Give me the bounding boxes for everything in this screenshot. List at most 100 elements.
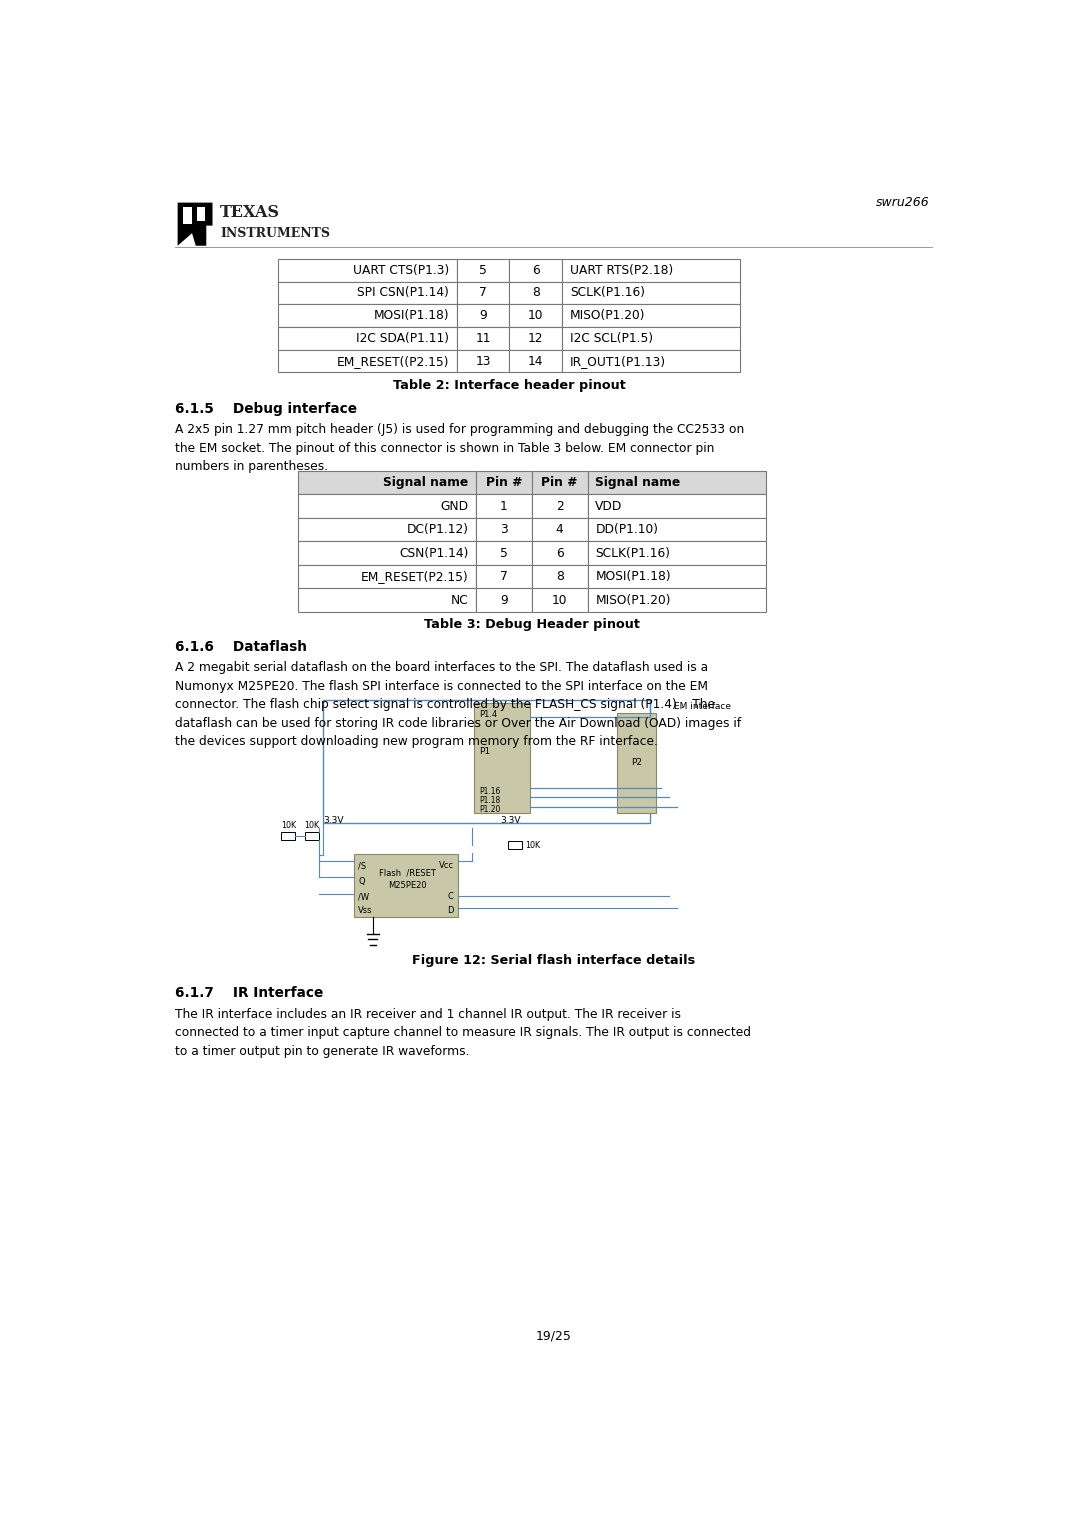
Text: 7: 7 [480,286,487,299]
Text: 9: 9 [500,593,508,607]
Text: IR_OUT1(P1.13): IR_OUT1(P1.13) [570,354,666,368]
Text: SCLK(P1.16): SCLK(P1.16) [570,286,645,299]
Text: Figure 12: Serial flash interface details: Figure 12: Serial flash interface detail… [411,953,696,967]
Text: 4: 4 [556,523,564,536]
Text: 5: 5 [480,264,487,277]
Text: Table 3: Debug Header pinout: Table 3: Debug Header pinout [423,617,639,631]
Bar [531,565,588,588]
Bar [531,495,588,518]
Bar [531,588,588,611]
Text: DD(P1.10): DD(P1.10) [595,523,659,536]
Bar [457,258,510,281]
Text: D: D [447,906,454,915]
Text: 2: 2 [556,500,564,513]
Text: 3.3V: 3.3V [501,816,522,825]
Text: Table 2: Interface header pinout: Table 2: Interface header pinout [393,379,625,391]
Text: 6: 6 [556,547,564,559]
Text: P1.16: P1.16 [480,787,500,796]
Text: /W: /W [359,892,369,902]
Text: A 2 megabit serial dataflash on the board interfaces to the SPI. The dataflash u: A 2 megabit serial dataflash on the boar… [175,662,742,749]
Text: P1: P1 [480,747,490,756]
Text: 6.1.6    Dataflash: 6.1.6 Dataflash [175,640,308,654]
Text: 1: 1 [500,500,508,513]
Bar [531,541,588,565]
Bar [279,258,457,281]
Bar [474,703,530,813]
Bar [510,304,562,327]
Text: MISO(P1.20): MISO(P1.20) [570,309,645,322]
Bar [279,304,457,327]
Text: MISO(P1.20): MISO(P1.20) [595,593,671,607]
Bar [298,471,476,495]
Text: TEXAS: TEXAS [220,205,280,222]
Bar [531,471,588,495]
Text: Q: Q [359,877,365,886]
Text: EM_RESET(P2.15): EM_RESET(P2.15) [361,570,469,584]
Bar [510,350,562,373]
Text: P2: P2 [631,758,642,767]
Text: Signal name: Signal name [383,477,469,489]
Text: Pin #: Pin # [541,477,578,489]
Bar [298,541,476,565]
Text: 19/25: 19/25 [536,1329,571,1343]
Bar [279,327,457,350]
Text: 11: 11 [475,332,490,345]
Text: P1.20: P1.20 [480,805,500,814]
Text: INSTRUMENTS: INSTRUMENTS [220,228,330,240]
Text: 10: 10 [528,309,543,322]
Text: 14: 14 [528,354,543,368]
Text: M25PE20: M25PE20 [388,882,427,891]
Text: SPI CSN(P1.14): SPI CSN(P1.14) [357,286,449,299]
Text: Signal name: Signal name [595,477,680,489]
Text: GND: GND [441,500,469,513]
Bar [588,565,766,588]
Bar [476,518,531,541]
Bar [562,327,740,350]
Text: 8: 8 [531,286,540,299]
Text: A 2x5 pin 1.27 mm pitch header (J5) is used for programming and debugging the CC: A 2x5 pin 1.27 mm pitch header (J5) is u… [175,423,744,474]
Bar [588,518,766,541]
Text: 3: 3 [500,523,508,536]
Bar [323,700,649,824]
Bar [588,495,766,518]
Text: MOSI(P1.18): MOSI(P1.18) [595,570,671,584]
Text: 6.1.7    IR Interface: 6.1.7 IR Interface [175,986,324,1001]
Text: VDD: VDD [595,500,623,513]
Text: 10K: 10K [305,821,320,830]
Bar [298,565,476,588]
Bar [457,281,510,304]
Text: DC(P1.12): DC(P1.12) [406,523,469,536]
Text: 10K: 10K [281,821,296,830]
Bar [457,304,510,327]
Text: 8: 8 [556,570,564,584]
Text: I2C SCL(P1.5): I2C SCL(P1.5) [570,332,653,345]
Text: 6: 6 [531,264,540,277]
Text: P1.18: P1.18 [480,796,500,805]
Bar [588,588,766,611]
Text: 6.1.5    Debug interface: 6.1.5 Debug interface [175,402,357,416]
Bar [305,833,319,840]
Bar [510,327,562,350]
Bar [282,833,296,840]
Text: The IR interface includes an IR receiver and 1 channel IR output. The IR receive: The IR interface includes an IR receiver… [175,1007,752,1057]
Text: EM interface: EM interface [674,701,731,711]
Text: C: C [447,892,454,902]
Bar [588,541,766,565]
Text: 12: 12 [528,332,543,345]
Polygon shape [197,208,205,222]
Bar [298,518,476,541]
Bar [562,258,740,281]
Text: P1.4: P1.4 [480,709,498,718]
Text: 9: 9 [480,309,487,322]
Bar [476,565,531,588]
Text: SCLK(P1.16): SCLK(P1.16) [595,547,671,559]
Text: /S: /S [359,862,366,871]
Bar [476,495,531,518]
Bar [476,471,531,495]
Text: 5: 5 [500,547,508,559]
Text: Vss: Vss [359,906,373,915]
Text: EM_RESET((P2.15): EM_RESET((P2.15) [336,354,449,368]
Bar [279,281,457,304]
Bar [562,281,740,304]
Bar [508,842,522,850]
